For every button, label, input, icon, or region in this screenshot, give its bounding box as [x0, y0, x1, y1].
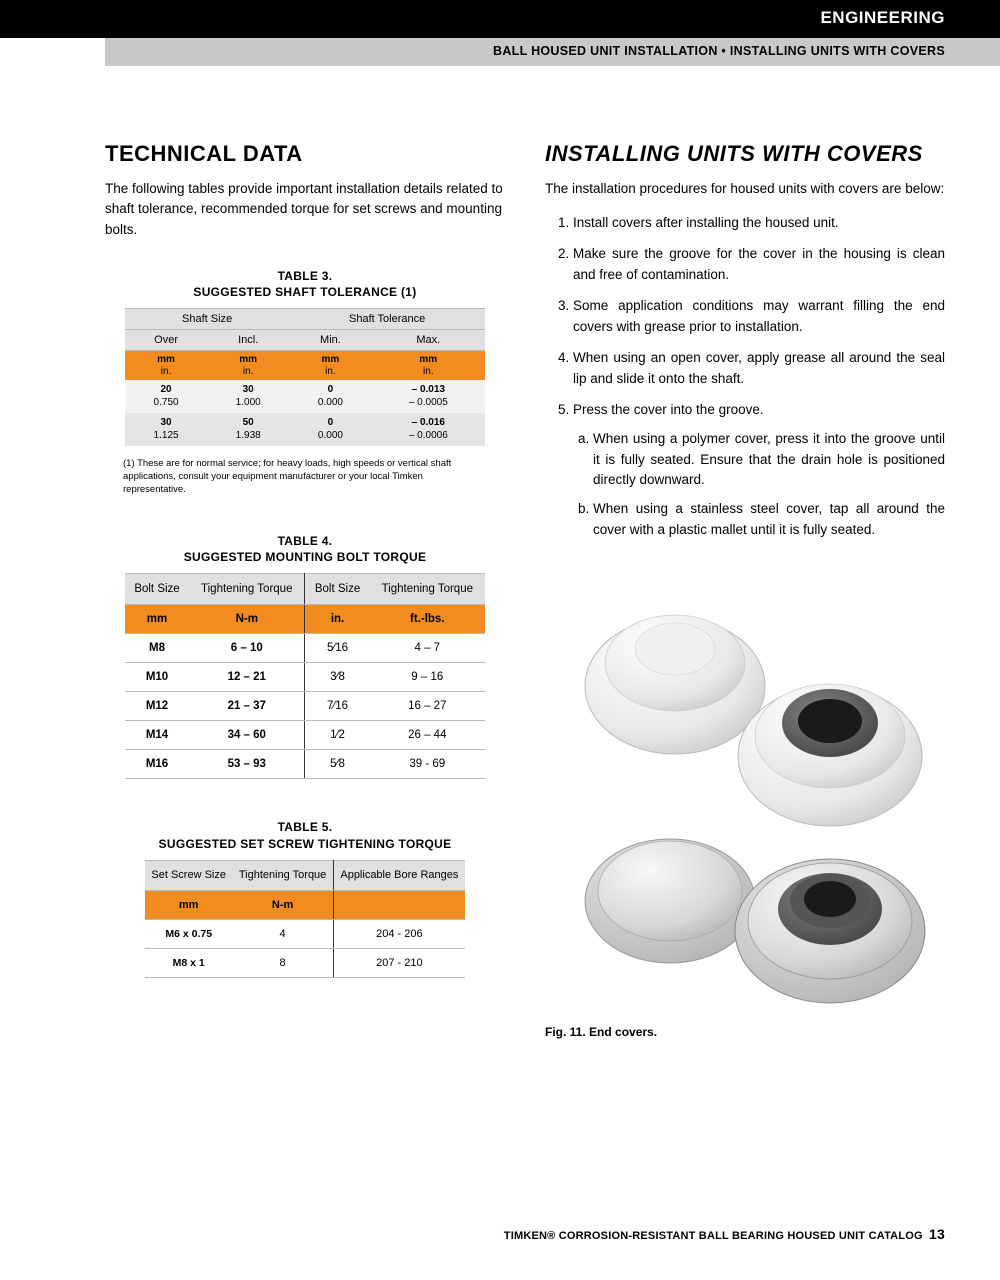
- footer-text: TIMKEN® CORROSION-RESISTANT BALL BEARING…: [504, 1230, 923, 1242]
- figure-caption: Fig. 11. End covers.: [545, 1025, 945, 1039]
- step-5: Press the cover into the groove. When us…: [573, 400, 945, 542]
- table5-title-a: TABLE 5.: [278, 820, 333, 834]
- table4: Bolt Size Tightening Torque Bolt Size Ti…: [125, 573, 485, 779]
- breadcrumb: BALL HOUSED UNIT INSTALLATION • INSTALLI…: [493, 44, 945, 58]
- table3-title: TABLE 3. SUGGESTED SHAFT TOLERANCE (1): [105, 268, 505, 300]
- table3-title-a: TABLE 3.: [278, 269, 333, 283]
- t5-u2: [333, 891, 465, 920]
- table5-title: TABLE 5. SUGGESTED SET SCREW TIGHTENING …: [105, 819, 505, 851]
- table4-title-b: SUGGESTED MOUNTING BOLT TORQUE: [184, 550, 427, 564]
- t3-sub-max: Max.: [372, 330, 485, 351]
- table5-title-b: SUGGESTED SET SCREW TIGHTENING TORQUE: [159, 837, 452, 851]
- step-4: When using an open cover, apply grease a…: [573, 348, 945, 390]
- table-row: 200.750301.00000.000– 0.013– 0.0005: [125, 380, 485, 413]
- end-covers-illustration: [545, 581, 945, 1021]
- t5-h1: Tightening Torque: [232, 860, 333, 891]
- step-5-text: Press the cover into the groove.: [573, 402, 764, 417]
- substeps: When using a polymer cover, press it int…: [573, 429, 945, 542]
- main-content: TECHNICAL DATA The following tables prov…: [0, 66, 1000, 1039]
- table-row: 301.125501.93800.000– 0.016– 0.0006: [125, 413, 485, 446]
- table3: Shaft Size Shaft Tolerance Over Incl. Mi…: [125, 308, 485, 446]
- install-steps: Install covers after installing the hous…: [545, 213, 945, 541]
- page-number: 13: [929, 1226, 945, 1242]
- t3-unit-3: mmin.: [289, 351, 371, 381]
- table-row: M1434 – 601⁄226 – 44: [125, 721, 485, 750]
- t4-h2: Bolt Size: [305, 573, 370, 604]
- t3-group-shaft-size: Shaft Size: [125, 309, 289, 330]
- step-3: Some application conditions may warrant …: [573, 296, 945, 338]
- substep-b: When using a stainless steel cover, tap …: [593, 499, 945, 541]
- t5-h2: Applicable Bore Ranges: [333, 860, 465, 891]
- category-label: ENGINEERING: [820, 8, 945, 28]
- t4-u3: ft.-lbs.: [370, 605, 485, 634]
- install-heading: INSTALLING UNITS WITH COVERS: [545, 141, 945, 167]
- t3-unit-1: mmin.: [125, 351, 207, 381]
- step-1: Install covers after installing the hous…: [573, 213, 945, 234]
- table5: Set Screw Size Tightening Torque Applica…: [145, 860, 465, 979]
- left-column: TECHNICAL DATA The following tables prov…: [105, 141, 505, 1039]
- t3-unit-4: mmin.: [372, 351, 485, 381]
- t5-h0: Set Screw Size: [145, 860, 232, 891]
- t3-group-shaft-tol: Shaft Tolerance: [289, 309, 485, 330]
- table-row: M8 x 18207 - 210: [145, 949, 465, 978]
- table-row: M86 – 105⁄164 – 7: [125, 634, 485, 663]
- table-row: M1653 – 935⁄839 - 69: [125, 750, 485, 779]
- substep-a: When using a polymer cover, press it int…: [593, 429, 945, 492]
- figure-end-covers: [545, 581, 945, 1021]
- table3-title-b: SUGGESTED SHAFT TOLERANCE (1): [193, 285, 416, 299]
- step-2: Make sure the groove for the cover in th…: [573, 244, 945, 286]
- t4-u1: N-m: [189, 605, 305, 634]
- right-column: INSTALLING UNITS WITH COVERS The install…: [545, 141, 945, 1039]
- t4-h0: Bolt Size: [125, 573, 189, 604]
- table-row: M6 x 0.754204 - 206: [145, 920, 465, 949]
- header-gray-bar: BALL HOUSED UNIT INSTALLATION • INSTALLI…: [105, 38, 1000, 66]
- t4-h1: Tightening Torque: [189, 573, 305, 604]
- t3-sub-min: Min.: [289, 330, 371, 351]
- t3-sub-over: Over: [125, 330, 207, 351]
- t4-u2: in.: [305, 605, 370, 634]
- table4-title: TABLE 4. SUGGESTED MOUNTING BOLT TORQUE: [105, 533, 505, 565]
- table-row: M1221 – 377⁄1616 – 27: [125, 692, 485, 721]
- table4-title-a: TABLE 4.: [278, 534, 333, 548]
- t4-u0: mm: [125, 605, 189, 634]
- page-footer: TIMKEN® CORROSION-RESISTANT BALL BEARING…: [504, 1226, 945, 1242]
- technical-data-heading: TECHNICAL DATA: [105, 141, 505, 167]
- technical-intro: The following tables provide important i…: [105, 179, 505, 240]
- install-intro: The installation procedures for housed u…: [545, 179, 945, 199]
- t3-unit-2: mmin.: [207, 351, 289, 381]
- t5-u1: N-m: [232, 891, 333, 920]
- t5-u0: mm: [145, 891, 232, 920]
- table3-footnote: (1) These are for normal service; for he…: [123, 458, 487, 496]
- t4-h3: Tightening Torque: [370, 573, 485, 604]
- table-row: M1012 – 213⁄89 – 16: [125, 663, 485, 692]
- t3-sub-incl: Incl.: [207, 330, 289, 351]
- header-black-bar: ENGINEERING: [0, 0, 1000, 38]
